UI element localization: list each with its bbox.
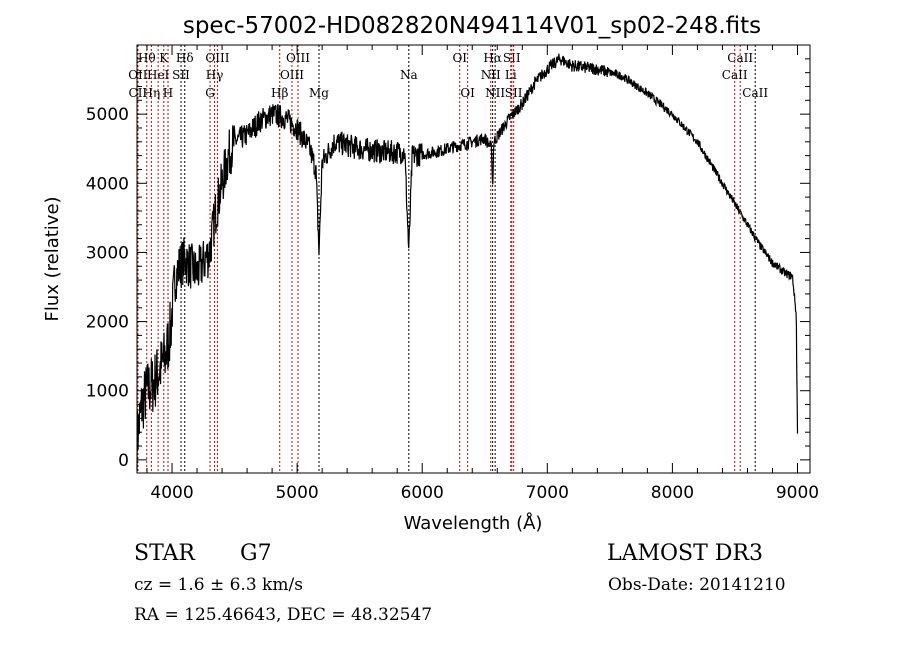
spectral-line-label: K xyxy=(159,51,169,65)
spectral-line-label: CaII xyxy=(722,68,748,82)
spectral-line-label: SII xyxy=(172,68,190,82)
spectral-line-label: Hβ xyxy=(271,86,288,100)
spectral-line-label: Hα xyxy=(483,51,502,65)
object-class: STAR xyxy=(134,541,196,566)
spectral-line-label: OIII xyxy=(286,51,310,65)
spectral-line-label: Li xyxy=(505,68,517,82)
x-tick-label: 7000 xyxy=(526,483,569,503)
obs-date: Obs-Date: 20141210 xyxy=(608,575,786,595)
survey-name: LAMOST DR3 xyxy=(607,541,763,566)
spectral-line-label: CaII xyxy=(742,86,768,100)
cz-value: cz = 1.6 ± 6.3 km/s xyxy=(134,575,303,595)
spectral-line-label: Hγ xyxy=(206,68,224,82)
spectrum-line xyxy=(136,53,799,471)
spectral-line-label: OI xyxy=(452,51,467,65)
coordinates: RA = 125.46643, DEC = 48.32547 xyxy=(134,605,432,625)
y-axis-label: Flux (relative) xyxy=(42,196,63,321)
x-tick-label: 6000 xyxy=(401,483,444,503)
spectral-line-label: Hθ xyxy=(138,51,156,65)
y-tick-label: 2000 xyxy=(86,313,129,333)
chart-title: spec-57002-HD082820N494114V01_sp02-248.f… xyxy=(183,13,761,39)
x-tick-label: 8000 xyxy=(651,483,694,503)
spectral-line-label: G xyxy=(205,86,215,100)
x-tick-label: 9000 xyxy=(776,483,819,503)
y-tick-label: 3000 xyxy=(86,243,129,263)
spectral-line-label: OI xyxy=(460,86,475,100)
x-tick-label: 5000 xyxy=(275,483,318,503)
x-axis-label: Wavelength (Å) xyxy=(404,512,543,534)
spectral-line-label: Mg xyxy=(309,86,329,100)
spectral-line-label: SII xyxy=(505,86,523,100)
spectral-line-label: H xyxy=(163,86,173,100)
y-tick-label: 5000 xyxy=(86,105,129,125)
spectral-line-label: OIII xyxy=(205,51,229,65)
spectral-line-label: SII xyxy=(503,51,521,65)
y-tick-label: 1000 xyxy=(86,382,129,402)
spectral-line-label: CII xyxy=(129,86,148,100)
x-tick-label: 4000 xyxy=(150,483,193,503)
y-tick-label: 4000 xyxy=(86,174,129,194)
spectral-line-label: NII xyxy=(481,68,501,82)
spectral-line-label: Hδ xyxy=(176,51,194,65)
spectral-line-label: HeI xyxy=(147,68,170,82)
subclass: G7 xyxy=(240,541,272,566)
plot-frame xyxy=(136,44,811,474)
spectral-line-label: Hη xyxy=(143,86,161,100)
spectral-line-label: NII xyxy=(485,86,505,100)
spectral-line-label: OIII xyxy=(280,68,304,82)
y-tick-label: 0 xyxy=(118,451,129,471)
spectral-line-label: CaII xyxy=(727,51,753,65)
spectral-line-label: Na xyxy=(400,68,418,82)
